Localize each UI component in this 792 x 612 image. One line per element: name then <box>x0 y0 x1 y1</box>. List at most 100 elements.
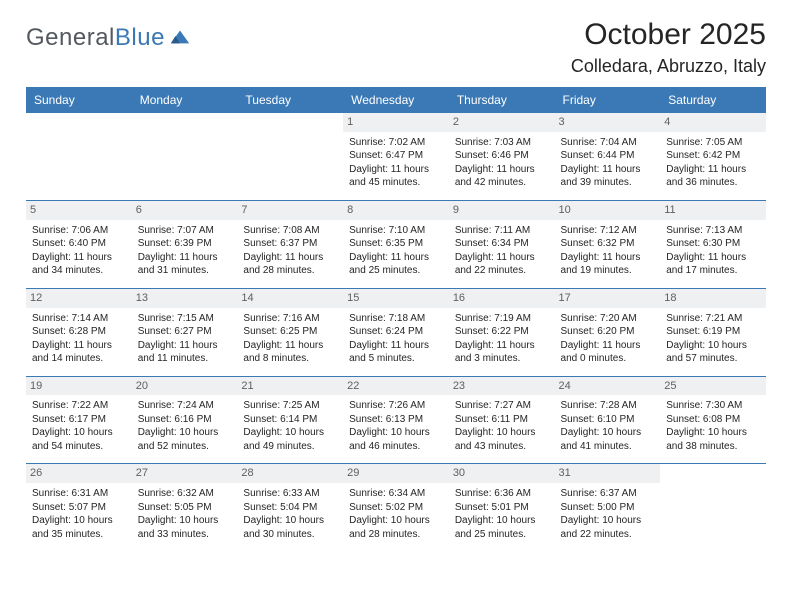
calendar-cell: 27Sunrise: 6:32 AMSunset: 5:05 PMDayligh… <box>132 464 238 551</box>
sunrise-text: Sunrise: 7:05 AM <box>666 136 760 150</box>
calendar-cell: 13Sunrise: 7:15 AMSunset: 6:27 PMDayligh… <box>132 288 238 376</box>
daylight-text: Daylight: 11 hours <box>455 339 549 353</box>
sunset-text: Sunset: 6:42 PM <box>666 149 760 163</box>
sunrise-text: Sunrise: 7:25 AM <box>243 399 337 413</box>
title-block: October 2025 Colledara, Abruzzo, Italy <box>571 18 766 77</box>
daylight-text: and 57 minutes. <box>666 352 760 366</box>
day-header: Tuesday <box>237 87 343 113</box>
calendar-cell: 17Sunrise: 7:20 AMSunset: 6:20 PMDayligh… <box>555 288 661 376</box>
day-number: 10 <box>555 201 661 220</box>
daylight-text: Daylight: 10 hours <box>561 426 655 440</box>
day-number: 13 <box>132 289 238 308</box>
calendar-cell: 12Sunrise: 7:14 AMSunset: 6:28 PMDayligh… <box>26 288 132 376</box>
day-number: 29 <box>343 464 449 483</box>
calendar-cell: 6Sunrise: 7:07 AMSunset: 6:39 PMDaylight… <box>132 200 238 288</box>
sunset-text: Sunset: 6:39 PM <box>138 237 232 251</box>
daylight-text: Daylight: 11 hours <box>243 251 337 265</box>
sunset-text: Sunset: 6:11 PM <box>455 413 549 427</box>
daylight-text: and 28 minutes. <box>243 264 337 278</box>
sunrise-text: Sunrise: 7:13 AM <box>666 224 760 238</box>
daylight-text: Daylight: 10 hours <box>138 426 232 440</box>
daylight-text: Daylight: 11 hours <box>349 339 443 353</box>
day-number: 27 <box>132 464 238 483</box>
sunrise-text: Sunrise: 6:34 AM <box>349 487 443 501</box>
daylight-text: and 54 minutes. <box>32 440 126 454</box>
sunset-text: Sunset: 5:02 PM <box>349 501 443 515</box>
calendar-week: 5Sunrise: 7:06 AMSunset: 6:40 PMDaylight… <box>26 200 766 288</box>
sunrise-text: Sunrise: 7:21 AM <box>666 312 760 326</box>
daylight-text: Daylight: 10 hours <box>349 426 443 440</box>
calendar-cell: 4Sunrise: 7:05 AMSunset: 6:42 PMDaylight… <box>660 113 766 200</box>
location-title: Colledara, Abruzzo, Italy <box>571 56 766 77</box>
daylight-text: and 8 minutes. <box>243 352 337 366</box>
sunset-text: Sunset: 6:40 PM <box>32 237 126 251</box>
sunset-text: Sunset: 5:01 PM <box>455 501 549 515</box>
sunrise-text: Sunrise: 7:22 AM <box>32 399 126 413</box>
calendar-week: 19Sunrise: 7:22 AMSunset: 6:17 PMDayligh… <box>26 376 766 464</box>
day-number: 18 <box>660 289 766 308</box>
calendar-cell: 9Sunrise: 7:11 AMSunset: 6:34 PMDaylight… <box>449 200 555 288</box>
sunset-text: Sunset: 6:17 PM <box>32 413 126 427</box>
day-number: 12 <box>26 289 132 308</box>
sunrise-text: Sunrise: 7:07 AM <box>138 224 232 238</box>
daylight-text: Daylight: 10 hours <box>243 514 337 528</box>
calendar-cell: 11Sunrise: 7:13 AMSunset: 6:30 PMDayligh… <box>660 200 766 288</box>
day-number: 28 <box>237 464 343 483</box>
calendar-cell: 3Sunrise: 7:04 AMSunset: 6:44 PMDaylight… <box>555 113 661 200</box>
daylight-text: and 39 minutes. <box>561 176 655 190</box>
month-title: October 2025 <box>571 18 766 52</box>
sunrise-text: Sunrise: 7:30 AM <box>666 399 760 413</box>
logo-part2: Blue <box>115 24 165 51</box>
calendar-cell: 7Sunrise: 7:08 AMSunset: 6:37 PMDaylight… <box>237 200 343 288</box>
day-number: 30 <box>449 464 555 483</box>
calendar-week: 26Sunrise: 6:31 AMSunset: 5:07 PMDayligh… <box>26 464 766 551</box>
daylight-text: and 49 minutes. <box>243 440 337 454</box>
daylight-text: Daylight: 10 hours <box>138 514 232 528</box>
daylight-text: and 52 minutes. <box>138 440 232 454</box>
logo-text: GeneralBlue <box>26 24 165 52</box>
daylight-text: and 22 minutes. <box>455 264 549 278</box>
daylight-text: Daylight: 10 hours <box>32 426 126 440</box>
day-number: 2 <box>449 113 555 132</box>
sunrise-text: Sunrise: 7:03 AM <box>455 136 549 150</box>
sunset-text: Sunset: 6:20 PM <box>561 325 655 339</box>
calendar-cell: 19Sunrise: 7:22 AMSunset: 6:17 PMDayligh… <box>26 376 132 464</box>
daylight-text: and 3 minutes. <box>455 352 549 366</box>
day-number: 25 <box>660 377 766 396</box>
sunrise-text: Sunrise: 7:16 AM <box>243 312 337 326</box>
sunset-text: Sunset: 6:32 PM <box>561 237 655 251</box>
sunset-text: Sunset: 6:47 PM <box>349 149 443 163</box>
daylight-text: and 45 minutes. <box>349 176 443 190</box>
daylight-text: Daylight: 11 hours <box>666 251 760 265</box>
calendar-cell <box>132 113 238 200</box>
calendar-cell <box>237 113 343 200</box>
daylight-text: and 36 minutes. <box>666 176 760 190</box>
sunrise-text: Sunrise: 6:32 AM <box>138 487 232 501</box>
sunset-text: Sunset: 6:46 PM <box>455 149 549 163</box>
calendar-body: 1Sunrise: 7:02 AMSunset: 6:47 PMDaylight… <box>26 113 766 551</box>
day-number: 7 <box>237 201 343 220</box>
sunrise-text: Sunrise: 7:10 AM <box>349 224 443 238</box>
daylight-text: Daylight: 11 hours <box>32 251 126 265</box>
sunset-text: Sunset: 6:19 PM <box>666 325 760 339</box>
sunset-text: Sunset: 6:08 PM <box>666 413 760 427</box>
calendar-head: SundayMondayTuesdayWednesdayThursdayFrid… <box>26 87 766 113</box>
sunset-text: Sunset: 6:10 PM <box>561 413 655 427</box>
calendar-cell <box>26 113 132 200</box>
sunset-text: Sunset: 6:16 PM <box>138 413 232 427</box>
calendar-cell: 1Sunrise: 7:02 AMSunset: 6:47 PMDaylight… <box>343 113 449 200</box>
sunrise-text: Sunrise: 7:20 AM <box>561 312 655 326</box>
daylight-text: Daylight: 10 hours <box>243 426 337 440</box>
day-number <box>26 113 132 132</box>
day-number: 16 <box>449 289 555 308</box>
calendar-week: 12Sunrise: 7:14 AMSunset: 6:28 PMDayligh… <box>26 288 766 376</box>
daylight-text: Daylight: 11 hours <box>455 163 549 177</box>
sunset-text: Sunset: 6:14 PM <box>243 413 337 427</box>
day-number: 22 <box>343 377 449 396</box>
daylight-text: Daylight: 10 hours <box>32 514 126 528</box>
sunset-text: Sunset: 6:28 PM <box>32 325 126 339</box>
logo-mark-icon <box>169 25 191 47</box>
day-header: Friday <box>555 87 661 113</box>
daylight-text: Daylight: 10 hours <box>349 514 443 528</box>
calendar-cell: 28Sunrise: 6:33 AMSunset: 5:04 PMDayligh… <box>237 464 343 551</box>
